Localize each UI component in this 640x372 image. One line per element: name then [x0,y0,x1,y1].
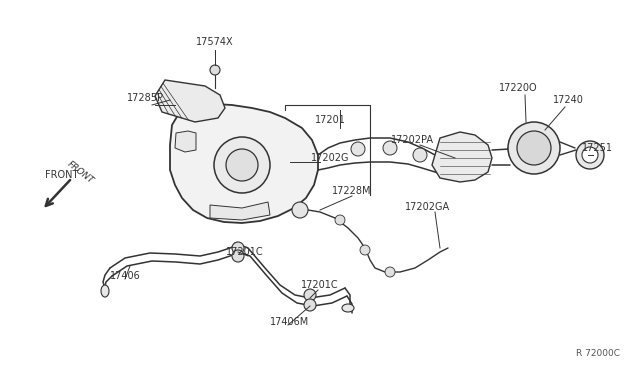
Circle shape [304,289,316,301]
Circle shape [385,267,395,277]
Text: FRONT: FRONT [65,159,95,185]
Text: 17220O: 17220O [499,83,538,93]
Text: 17285P: 17285P [127,93,163,103]
Polygon shape [175,131,196,152]
Text: 17240: 17240 [552,95,584,105]
Circle shape [335,215,345,225]
Circle shape [383,141,397,155]
Polygon shape [155,80,225,122]
Text: 17574X: 17574X [196,37,234,47]
Text: 17201: 17201 [315,115,346,125]
Text: 17202G: 17202G [311,153,349,163]
Circle shape [226,149,258,181]
Circle shape [232,250,244,262]
Circle shape [582,147,598,163]
Circle shape [517,131,551,165]
Circle shape [292,202,308,218]
Ellipse shape [101,285,109,297]
Text: 17201C: 17201C [301,280,339,290]
Circle shape [576,141,604,169]
Polygon shape [170,104,318,223]
Circle shape [351,142,365,156]
Ellipse shape [342,304,354,312]
Text: 17406M: 17406M [270,317,310,327]
Text: 17228M: 17228M [332,186,372,196]
Text: 17251: 17251 [582,143,612,153]
Text: 17406: 17406 [109,271,140,281]
Text: R 72000C: R 72000C [576,349,620,358]
Text: 17202GA: 17202GA [405,202,451,212]
Polygon shape [210,202,270,220]
Circle shape [210,65,220,75]
Circle shape [508,122,560,174]
Text: 17202PA: 17202PA [390,135,433,145]
Circle shape [232,242,244,254]
Circle shape [413,148,427,162]
Circle shape [304,299,316,311]
Text: 17201C: 17201C [226,247,264,257]
Circle shape [214,137,270,193]
Text: FRONT: FRONT [45,170,79,180]
Circle shape [360,245,370,255]
Polygon shape [432,132,492,182]
